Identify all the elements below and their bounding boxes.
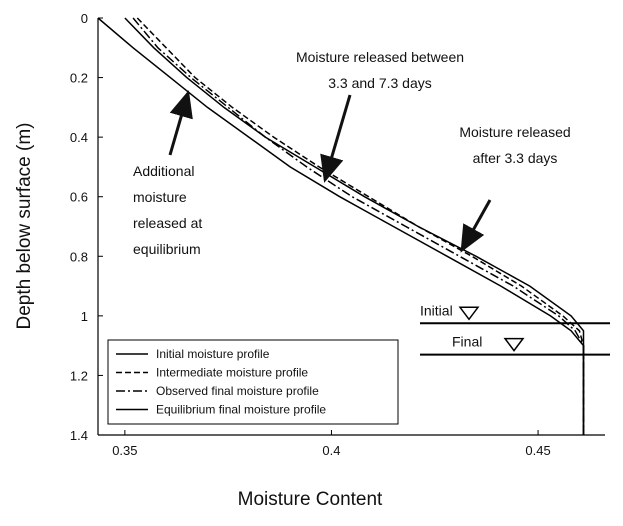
y-tick-label: 0 <box>81 11 88 26</box>
legend-label: Equilibrium final moisture profile <box>156 403 326 417</box>
x-axis-title: Moisture Content <box>238 489 383 510</box>
y-tick-label: 0.4 <box>70 130 88 145</box>
y-tick-label: 1.2 <box>70 368 88 383</box>
annotation: Additional <box>133 163 195 179</box>
x-tick-label: 0.4 <box>322 443 340 458</box>
profile-line <box>97 17 585 435</box>
y-tick-label: 0.6 <box>70 190 88 205</box>
x-tick-label: 0.45 <box>525 443 550 458</box>
profile-line <box>132 17 585 435</box>
annotation-arrow <box>168 90 193 156</box>
y-tick-label: 1.4 <box>70 428 88 443</box>
y-axis-title: Depth below surface (m) <box>14 123 35 330</box>
x-tick-label: 0.35 <box>112 443 137 458</box>
water-table-label: Final <box>452 334 482 350</box>
legend-label: Initial moisture profile <box>156 347 270 361</box>
annotation: released at <box>133 215 202 231</box>
profile-line <box>124 17 585 435</box>
annotation: moisture <box>133 189 187 205</box>
water-table-symbol <box>503 337 525 352</box>
legend-box <box>107 339 399 425</box>
y-tick-label: 0.8 <box>70 249 88 264</box>
annotation: 3.3 and 7.3 days <box>328 75 432 91</box>
annotation: Moisture released between <box>296 49 464 65</box>
annotation: equilibrium <box>133 241 201 257</box>
annotation-arrow <box>320 94 352 183</box>
water-table-label: Initial <box>420 302 453 318</box>
legend-label: Observed final moisture profile <box>156 384 319 398</box>
annotation-arrow <box>460 199 492 253</box>
water-table-symbol <box>458 306 480 321</box>
annotation: Moisture released <box>459 124 570 140</box>
profile-line <box>136 17 585 435</box>
annotation: after 3.3 days <box>473 150 558 166</box>
y-tick-label: 0.2 <box>70 71 88 86</box>
y-tick-label: 1 <box>81 309 88 324</box>
legend-label: Intermediate moisture profile <box>156 366 308 380</box>
